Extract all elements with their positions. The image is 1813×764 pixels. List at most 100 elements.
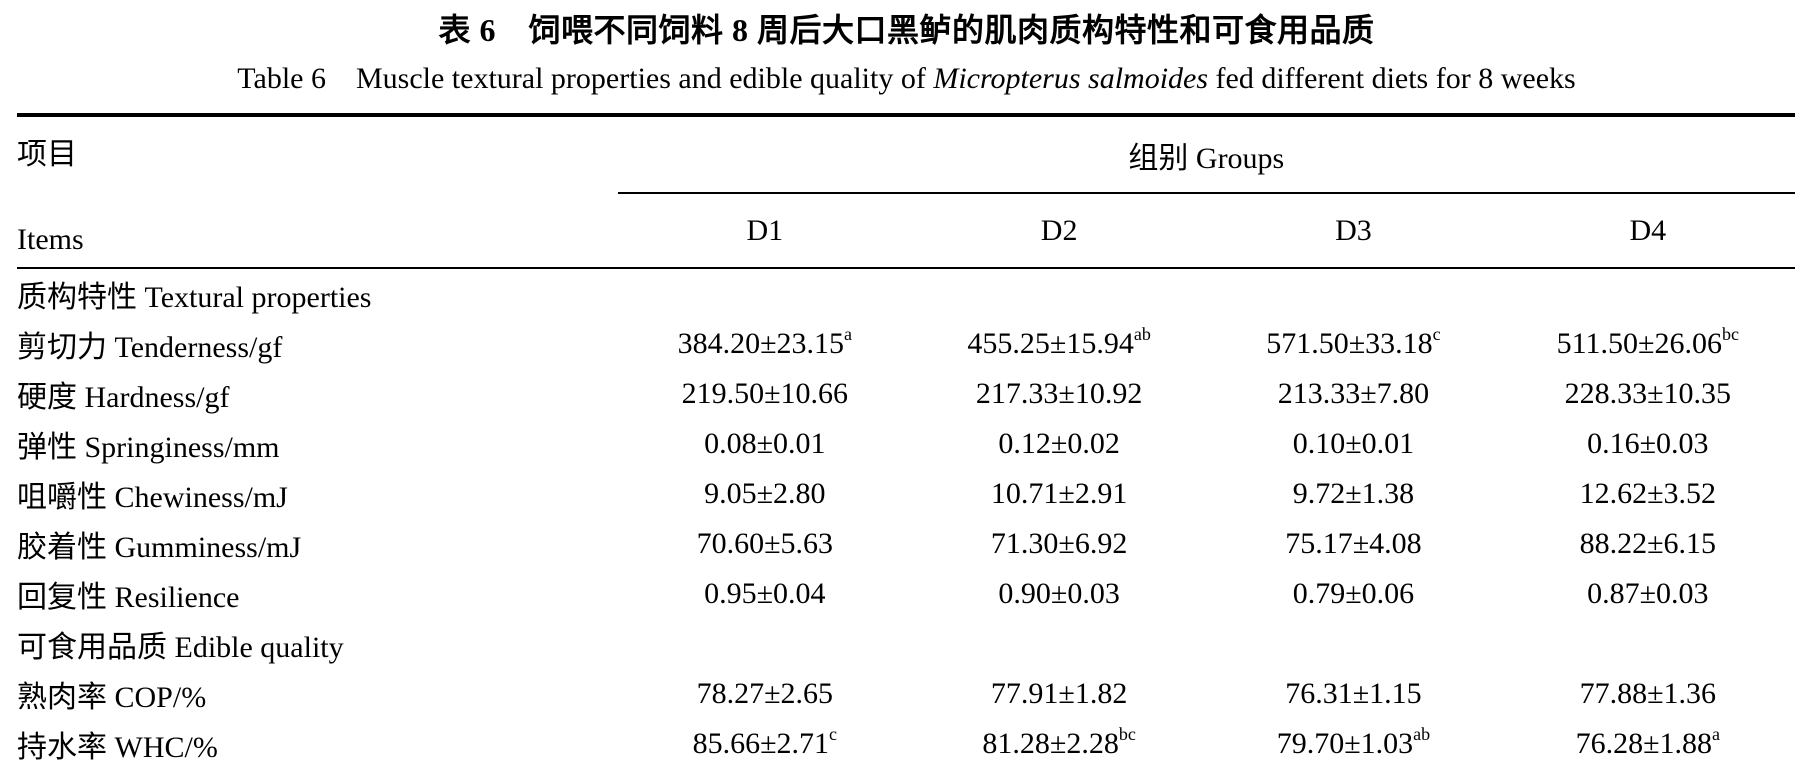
cell-superscript: bc [1118, 724, 1136, 745]
cell-value: 88.22±6.15 [1579, 527, 1717, 561]
data-cell: 0.10±0.01 [1206, 419, 1500, 469]
cell-value: 0.79±0.06 [1292, 577, 1415, 611]
table-row-cop: 熟肉率 COP/% 78.27±2.65 77.91±1.82 76.31±1.… [17, 669, 1795, 719]
data-cell: 77.88±1.36 [1501, 669, 1795, 719]
cell-value: 76.28±1.88 [1575, 727, 1713, 761]
data-cell: 0.16±0.03 [1501, 419, 1795, 469]
column-header-d2: D2 [911, 193, 1207, 270]
cell-value: 571.50±33.18 [1266, 327, 1433, 361]
species-name-italic: Micropterus salmoides [933, 61, 1209, 95]
row-label: 硬度 Hardness/gf [17, 381, 230, 415]
data-cell: 511.50±26.06bc [1501, 319, 1795, 369]
table-row-tenderness: 剪切力 Tenderness/gf 384.20±23.15a 455.25±1… [17, 319, 1795, 369]
section-label: 可食用品质 Edible quality [17, 631, 344, 665]
data-cell: 76.31±1.15 [1206, 669, 1500, 719]
data-cell: 81.28±2.28bc [912, 719, 1206, 764]
cell-value: 0.08±0.01 [704, 427, 826, 461]
cell-value: 455.25±15.94 [967, 327, 1134, 361]
cell-superscript: ab [1133, 324, 1151, 345]
data-cell: 70.60±5.63 [618, 519, 912, 569]
data-cell: 0.87±0.03 [1501, 569, 1795, 619]
cell-superscript: ab [1413, 724, 1431, 745]
cell-value: 0.10±0.01 [1292, 427, 1415, 461]
cell-value: 0.16±0.03 [1587, 427, 1709, 461]
data-cell: 78.27±2.65 [618, 669, 912, 719]
data-cell: 75.17±4.08 [1206, 519, 1500, 569]
cell-value: 77.91±1.82 [990, 677, 1128, 711]
cell-value: 78.27±2.65 [696, 677, 834, 711]
row-label: 弹性 Springiness/mm [17, 431, 280, 465]
results-table: 项目 Items 组别 Groups D1 D2 D3 D4 质构特性 Text… [17, 113, 1795, 764]
items-header-zh: 项目 [17, 138, 77, 172]
data-cell: 76.28±1.88a [1501, 719, 1795, 764]
table-title-en-prefix: Table 6 Muscle textural properties and e… [237, 61, 934, 95]
data-cell: 213.33±7.80 [1206, 369, 1500, 419]
section-label: 质构特性 Textural properties [17, 281, 372, 315]
cell-value: 71.30±6.92 [990, 527, 1128, 561]
cell-value: 81.28±2.28 [982, 727, 1119, 761]
cell-value: 0.90±0.03 [998, 577, 1120, 611]
items-header-en: Items [17, 223, 84, 257]
row-label: 持水率 WHC/% [17, 731, 218, 764]
table-row-gumminess: 胶着性 Gumminess/mJ 70.60±5.63 71.30±6.92 7… [17, 519, 1795, 569]
table-row-chewiness: 咀嚼性 Chewiness/mJ 9.05±2.80 10.71±2.91 9.… [17, 469, 1795, 519]
cell-value: 77.88±1.36 [1579, 677, 1717, 711]
section-row-textural: 质构特性 Textural properties [17, 268, 1795, 319]
table-row-whc: 持水率 WHC/% 85.66±2.71c 81.28±2.28bc 79.70… [17, 719, 1795, 764]
data-cell: 0.95±0.04 [618, 569, 912, 619]
cell-value: 75.17±4.08 [1285, 527, 1422, 561]
cell-value: 76.31±1.15 [1285, 677, 1422, 711]
data-cell: 85.66±2.71c [618, 719, 912, 764]
cell-value: 10.71±2.91 [990, 477, 1128, 511]
table-row-resilience: 回复性 Resilience 0.95±0.04 0.90±0.03 0.79±… [17, 569, 1795, 619]
data-cell: 71.30±6.92 [912, 519, 1206, 569]
data-cell: 217.33±10.92 [912, 369, 1206, 419]
cell-superscript: c [1432, 324, 1441, 345]
data-cell: 79.70±1.03ab [1206, 719, 1500, 764]
table-title-zh: 表 6 饲喂不同饲料 8 周后大口黑鲈的肌肉质构特性和可食用品质 [438, 12, 1375, 48]
data-cell: 77.91±1.82 [912, 669, 1206, 719]
cell-value: 9.72±1.38 [1292, 477, 1415, 511]
cell-superscript: a [844, 324, 853, 345]
row-label: 熟肉率 COP/% [17, 681, 207, 715]
cell-value: 0.95±0.04 [704, 577, 826, 611]
data-cell: 12.62±3.52 [1501, 469, 1795, 519]
column-header-d1: D1 [617, 193, 912, 270]
groups-header-cell: 组别 Groups [617, 115, 1795, 195]
row-label: 回复性 Resilience [17, 581, 240, 615]
column-header-d4: D4 [1500, 193, 1795, 270]
cell-superscript: bc [1721, 324, 1739, 345]
data-cell: 10.71±2.91 [912, 469, 1206, 519]
data-cell: 0.12±0.02 [912, 419, 1206, 469]
column-header-d3: D3 [1206, 193, 1501, 270]
data-cell: 9.72±1.38 [1206, 469, 1500, 519]
cell-value: 0.12±0.02 [998, 427, 1120, 461]
row-label: 剪切力 Tenderness/gf [17, 331, 283, 365]
cell-value: 9.05±2.80 [704, 477, 826, 511]
row-label: 咀嚼性 Chewiness/mJ [17, 481, 288, 515]
cell-superscript: a [1712, 724, 1721, 745]
cell-value: 384.20±23.15 [677, 327, 845, 361]
cell-value: 219.50±10.66 [681, 377, 849, 411]
data-cell: 0.90±0.03 [912, 569, 1206, 619]
data-cell: 0.79±0.06 [1206, 569, 1500, 619]
cell-value: 0.87±0.03 [1587, 577, 1709, 611]
cell-superscript: c [829, 724, 838, 745]
items-header-cell: 项目 Items [17, 115, 618, 270]
data-cell: 384.20±23.15a [618, 319, 912, 369]
table-title-en: Table 6 Muscle textural properties and e… [0, 60, 1813, 98]
cell-value: 213.33±7.80 [1277, 377, 1430, 411]
header-row-groups: 项目 Items 组别 Groups [17, 115, 1795, 270]
data-cell: 9.05±2.80 [618, 469, 912, 519]
data-cell: 88.22±6.15 [1501, 519, 1795, 569]
cell-value: 85.66±2.71 [692, 727, 830, 761]
cell-value: 511.50±26.06 [1556, 327, 1722, 361]
header-row-columns: D1 D2 D3 D4 [17, 193, 1795, 270]
cell-value: 79.70±1.03 [1276, 727, 1414, 761]
cell-value: 70.60±5.63 [696, 527, 834, 561]
cell-value: 217.33±10.92 [975, 377, 1143, 411]
table-row-hardness: 硬度 Hardness/gf 219.50±10.66 217.33±10.92… [17, 369, 1795, 419]
data-cell: 571.50±33.18c [1206, 319, 1500, 369]
table-row-springiness: 弹性 Springiness/mm 0.08±0.01 0.12±0.02 0.… [17, 419, 1795, 469]
